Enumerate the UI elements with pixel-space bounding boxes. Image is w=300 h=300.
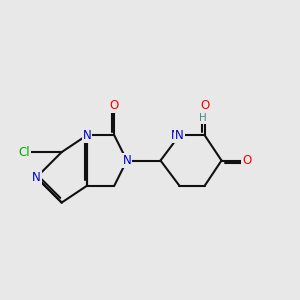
Text: O: O — [200, 99, 209, 112]
Text: O: O — [242, 154, 251, 167]
Text: N: N — [122, 154, 131, 167]
Text: Cl: Cl — [19, 146, 30, 159]
Text: N: N — [32, 171, 41, 184]
Text: N: N — [82, 129, 91, 142]
Text: N: N — [175, 129, 184, 142]
Text: O: O — [110, 99, 119, 112]
Text: H: H — [199, 113, 206, 124]
Text: N: N — [171, 129, 179, 142]
